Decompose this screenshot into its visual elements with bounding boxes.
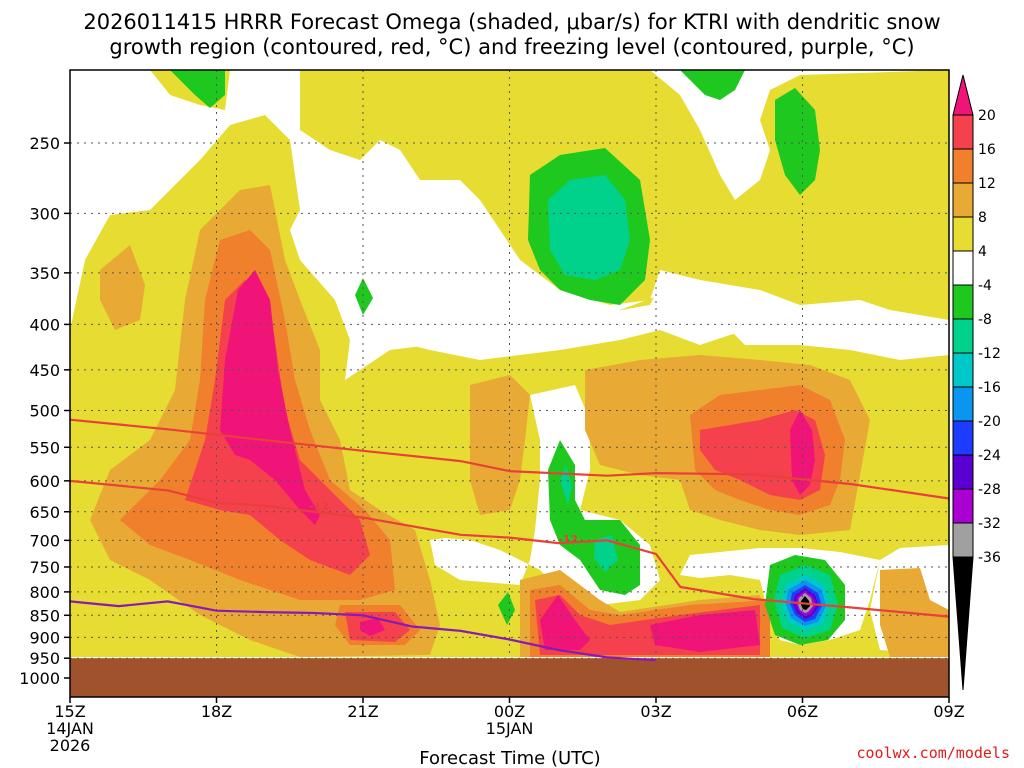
x-axis-label: Forecast Time (UTC) xyxy=(419,748,600,768)
chart-title-line-2: growth region (contoured, red, °C) and f… xyxy=(109,35,914,59)
omega-region-neg4-c xyxy=(775,88,820,195)
y-tick-label-700: 700 xyxy=(29,531,60,550)
omega-region-20-low2 xyxy=(650,610,760,652)
colorbar-segment-5 xyxy=(952,250,974,286)
colorbar-segment-3 xyxy=(952,182,974,218)
colorbar-label-16: 16 xyxy=(978,142,996,158)
colorbar-label-20: 20 xyxy=(978,108,996,124)
omega-region-20-a xyxy=(360,618,385,636)
isotherm-line-0 xyxy=(69,418,950,500)
omega-region-20-right xyxy=(790,410,815,495)
y-tick-label-500: 500 xyxy=(29,402,60,421)
x-tick-label-9-0: 00Z xyxy=(494,702,525,721)
omega-region-neg4-a xyxy=(170,70,225,108)
colorbar-segment-1 xyxy=(952,114,974,150)
omega-region-neutral-c xyxy=(70,70,230,300)
colorbar-segment-10 xyxy=(952,420,974,456)
omega-region-20 xyxy=(220,270,320,525)
y-tick-label-750: 750 xyxy=(29,558,60,577)
y-tick-label-550: 550 xyxy=(29,438,60,457)
colorbar-segment-8 xyxy=(952,352,974,388)
colorbar-label-8: 8 xyxy=(978,210,987,226)
colorbar-label-12: 12 xyxy=(978,176,996,192)
colorbar-label--12: -12 xyxy=(978,346,1001,362)
y-tick-label-850: 850 xyxy=(29,606,60,625)
y-tick-label-400: 400 xyxy=(29,315,60,334)
chart-title-line-1: 2026011415 HRRR Forecast Omega (shaded, … xyxy=(83,10,940,34)
colorbar-label--32: -32 xyxy=(978,516,1001,532)
colorbar-segment-9 xyxy=(952,386,974,422)
x-tick-label-3-0: 18Z xyxy=(201,702,232,721)
isotherm-line-2 xyxy=(69,600,657,662)
colorbar-segment-6 xyxy=(952,284,974,320)
colorbar-segment-11 xyxy=(952,454,974,490)
omega-region-neg8-a xyxy=(548,175,630,280)
contour-label-0: -12 xyxy=(309,500,329,513)
contour-label-1: -12 xyxy=(558,533,578,546)
omega-region-20-low xyxy=(540,595,590,650)
colorbar-label--16: -16 xyxy=(978,380,1001,396)
colorbar-segment-13 xyxy=(952,522,974,558)
colorbar-label--8: -8 xyxy=(978,312,992,328)
y-tick-label-250: 250 xyxy=(29,134,60,153)
colorbar-label-4: 4 xyxy=(978,244,987,260)
y-tick-label-350: 350 xyxy=(29,264,60,283)
ground-below-surface xyxy=(70,658,949,697)
y-tick-label-650: 650 xyxy=(29,503,60,522)
colorbar-segment-12 xyxy=(952,488,974,524)
y-tick-label-950: 950 xyxy=(29,649,60,668)
omega-region-8-mid xyxy=(470,375,530,515)
colorbar-bottom-triangle xyxy=(952,556,974,691)
omega-region-neg4-b xyxy=(680,70,745,100)
colorbar: 20 16 12 8 4 -4 -8 -12 -16 -20 -24 -28 -32 -36 xyxy=(952,74,1001,691)
x-tick-label-6-0: 21Z xyxy=(347,702,378,721)
colorbar-segment-2 xyxy=(952,148,974,184)
omega-region-neg8-c xyxy=(594,535,618,572)
colorbar-label--4: -4 xyxy=(978,278,992,294)
colorbar-segment-7 xyxy=(952,318,974,354)
x-tick-label-18-0: 09Z xyxy=(933,702,964,721)
y-tick-label-1000: 1000 xyxy=(19,669,60,688)
colorbar-top-triangle xyxy=(952,74,974,116)
x-tick-label-0-1: 14JAN xyxy=(46,719,94,738)
omega-region-neutral-d xyxy=(300,140,745,360)
x-tick-label-12-0: 03Z xyxy=(640,702,671,721)
omega-region-neg4-g xyxy=(498,592,515,625)
isotherm-line-1 xyxy=(69,479,950,618)
y-tick-label-800: 800 xyxy=(29,583,60,602)
x-tick-label-9-1: 15JAN xyxy=(486,719,534,738)
y-tick-label-600: 600 xyxy=(29,472,60,491)
isotherm-lines: -12 -12 xyxy=(69,418,950,662)
omega-region-8 xyxy=(100,245,145,330)
colorbar-segment-4 xyxy=(952,216,974,252)
colorbar-label--24: -24 xyxy=(978,448,1001,464)
colorbar-label--28: -28 xyxy=(978,482,1001,498)
colorbar-label--36: -36 xyxy=(978,550,1001,566)
credit-link[interactable]: coolwx.com/models xyxy=(856,744,1010,762)
x-tick-label-0-0: 15Z xyxy=(54,702,85,721)
x-tick-label-0-2: 2026 xyxy=(50,736,91,755)
y-axis-ticks: 250 300 350 400 450 500 550 600 650 700 750 800 850 9… xyxy=(19,134,70,688)
x-tick-label-15-0: 06Z xyxy=(787,702,818,721)
y-tick-label-450: 450 xyxy=(29,361,60,380)
y-tick-label-900: 900 xyxy=(29,628,60,647)
omega-region-neg4-e xyxy=(355,278,373,315)
y-tick-label-300: 300 xyxy=(29,204,60,223)
colorbar-label--20: -20 xyxy=(978,414,1001,430)
